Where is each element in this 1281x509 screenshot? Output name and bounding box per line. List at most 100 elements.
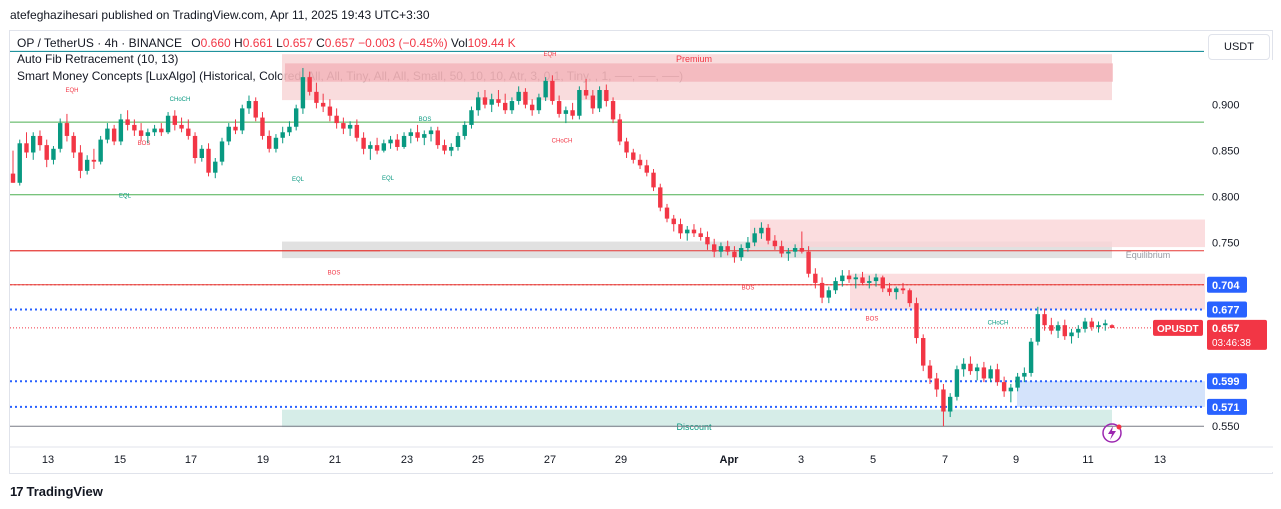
tradingview-logo[interactable]: 17 TradingView <box>10 484 103 499</box>
candle-body <box>10 173 16 183</box>
candle-body <box>37 135 43 146</box>
candle-body <box>138 130 144 136</box>
structure-label: EQH <box>65 88 78 94</box>
zone-label-discount: Discount <box>676 422 712 432</box>
structure-label: CHoCH <box>170 97 191 103</box>
ticker-badge-text: OPUSDT <box>1157 324 1199 335</box>
candle-body <box>462 124 467 136</box>
x-tick-label: 27 <box>544 454 556 466</box>
x-tick-label: 29 <box>615 454 627 466</box>
candle-body <box>631 152 636 160</box>
candle-body <box>799 248 805 252</box>
price-label-text: 0.677 <box>1212 305 1240 317</box>
structure-label: BOS <box>419 117 432 123</box>
candle-body <box>1049 325 1054 331</box>
candle-body <box>300 77 306 109</box>
candle-body <box>745 242 751 249</box>
candle-body <box>954 369 960 397</box>
candle-body <box>712 244 717 252</box>
x-tick-label: 25 <box>472 454 484 466</box>
publisher-line: atefeghazihesari published on TradingVie… <box>10 8 430 22</box>
candle-body <box>186 128 191 136</box>
candle-body <box>523 91 528 105</box>
candle-body <box>260 117 265 136</box>
candle-body <box>381 143 387 151</box>
legend-change: −0.003 (−0.45%) <box>358 36 448 50</box>
candle-body <box>536 97 542 111</box>
candle-body <box>779 246 784 254</box>
candle-body <box>583 90 589 96</box>
currency-button[interactable]: USDT <box>1208 34 1270 60</box>
candle-body <box>320 102 326 107</box>
candle-body <box>368 145 373 149</box>
candle-body <box>233 126 238 131</box>
candle-body <box>597 90 602 109</box>
candle-body <box>610 101 616 120</box>
legend-open: 0.660 <box>200 36 231 50</box>
candle-body <box>624 141 629 153</box>
candle-body <box>179 124 184 129</box>
candle-body <box>388 139 393 144</box>
price-label-text: 0.571 <box>1212 402 1240 414</box>
candle-body <box>529 104 535 111</box>
candle-body <box>651 172 656 188</box>
candle-body <box>199 148 204 158</box>
y-tick-label: 0.850 <box>1212 146 1240 158</box>
legend-c-label: C <box>316 36 325 50</box>
candle-body <box>1015 376 1020 388</box>
candle-body <box>974 367 980 372</box>
zone-discount <box>282 409 1112 428</box>
x-tick-label: 3 <box>798 454 804 466</box>
candle-body <box>772 240 778 247</box>
candle-body <box>658 187 663 208</box>
candle-body <box>894 288 899 293</box>
x-tick-label: 9 <box>1013 454 1019 466</box>
candle-body <box>509 101 515 111</box>
candle-body <box>226 126 231 142</box>
candle-body <box>516 91 521 102</box>
structure-label: BOS <box>742 285 755 291</box>
structure-label: EQL <box>292 177 305 183</box>
candle-body <box>1042 314 1047 326</box>
candle-body <box>792 248 798 252</box>
candle-body <box>98 139 103 162</box>
indicator-fib[interactable]: Auto Fib Retracement (10, 13) <box>17 52 179 66</box>
candle-body <box>752 233 757 243</box>
ticker-badge <box>1153 319 1203 336</box>
candle-body <box>1035 314 1041 342</box>
candle-body <box>1055 325 1061 331</box>
candle-body <box>111 128 117 142</box>
tradingview-logo-text: TradingView <box>26 484 103 499</box>
legend-h-label: H <box>234 36 243 50</box>
price-label-badge <box>1207 276 1247 293</box>
candle-body <box>327 106 333 116</box>
candle-body <box>644 165 649 173</box>
candle-body <box>867 281 872 283</box>
candle-body <box>873 277 879 282</box>
candle-body <box>455 135 461 147</box>
candle-body <box>476 97 481 111</box>
candle-body <box>44 145 49 160</box>
candle-body <box>334 115 339 124</box>
candle-body <box>449 146 454 151</box>
candle-body <box>24 143 29 153</box>
candle-body <box>240 108 245 131</box>
candle-body <box>428 130 434 135</box>
candle-body <box>914 303 919 339</box>
zone-label-premium: Premium <box>676 54 712 64</box>
y-tick-label: 0.550 <box>1212 421 1240 433</box>
candle-body <box>152 128 157 133</box>
legend-symbol[interactable]: OP / TetherUS · 4h · BINANCE <box>17 36 182 50</box>
candle-body <box>253 101 258 118</box>
candle-body <box>550 80 555 102</box>
candle-body <box>213 161 218 173</box>
candle-body <box>118 119 124 142</box>
candle-body <box>314 91 319 103</box>
candle-body <box>469 110 474 125</box>
x-tick-label: 5 <box>870 454 876 466</box>
candle-body <box>887 288 892 293</box>
x-tick-label: 13 <box>42 454 54 466</box>
candle-body <box>988 369 993 379</box>
candle-body <box>637 159 643 166</box>
